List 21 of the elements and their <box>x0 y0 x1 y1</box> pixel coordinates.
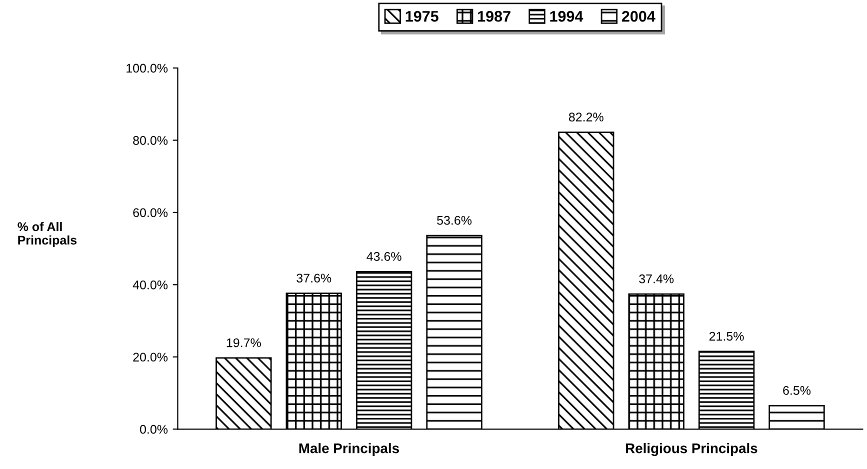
legend-label: 1975 <box>406 10 438 22</box>
legend-label: 1987 <box>478 10 510 22</box>
data-label: 53.6% <box>437 216 472 225</box>
y-axis-title: % of All Principals <box>18 222 77 248</box>
data-label: 82.2% <box>568 112 604 122</box>
data-label: 21.5% <box>709 332 744 341</box>
data-label: 6.5% <box>783 386 811 395</box>
y-tick-label: 20.0% <box>133 352 168 362</box>
x-tick-label: Male Principals <box>299 443 399 456</box>
legend-label: 2004 <box>622 10 656 22</box>
data-label: 43.6% <box>366 252 402 261</box>
y-tick-label: 0.0% <box>140 424 168 434</box>
y-tick-label: 80.0% <box>133 136 168 145</box>
data-label: 37.4% <box>639 274 674 284</box>
data-label: 19.7% <box>226 338 261 348</box>
data-label: 37.6% <box>296 274 332 283</box>
x-tick-label: Religious Principals <box>626 443 758 456</box>
legend-label: 1994 <box>550 10 584 22</box>
y-tick-label: 60.0% <box>133 208 168 218</box>
y-tick-label: 40.0% <box>132 280 168 290</box>
y-tick-label: 100.0% <box>126 64 168 73</box>
